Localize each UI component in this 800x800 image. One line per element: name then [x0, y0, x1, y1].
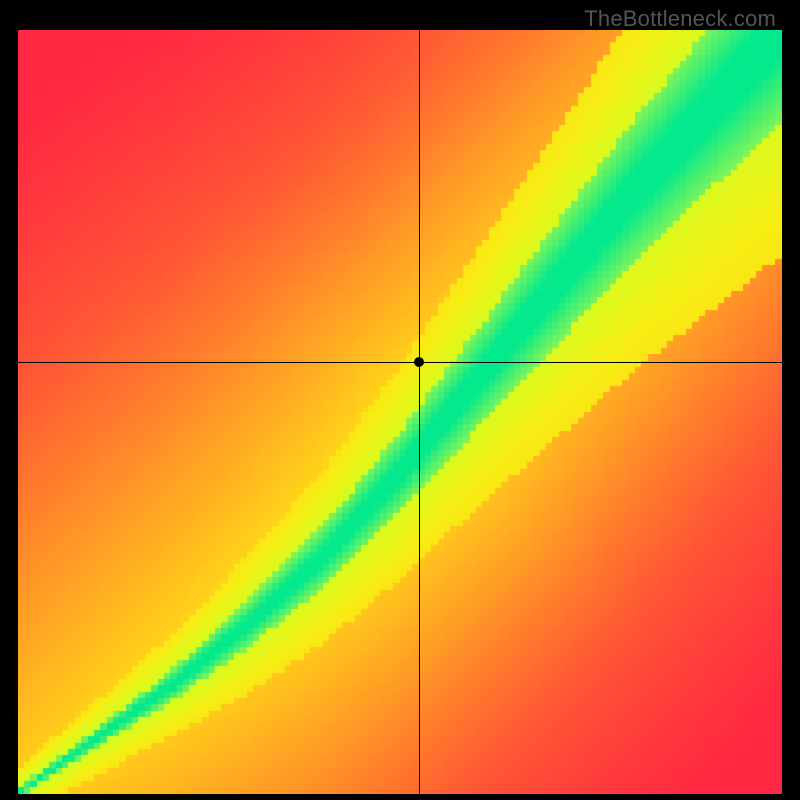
watermark-text: TheBottleneck.com — [584, 6, 776, 32]
bottleneck-heatmap — [18, 30, 782, 794]
page-frame: TheBottleneck.com — [0, 0, 800, 800]
crosshair-vertical-line — [419, 30, 420, 794]
crosshair-horizontal-line — [18, 362, 782, 363]
crosshair-marker-dot — [414, 357, 424, 367]
plot-area — [18, 30, 782, 794]
